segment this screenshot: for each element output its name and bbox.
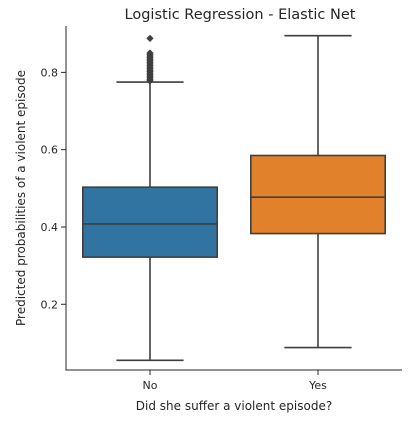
y-tick-label: 0.2 xyxy=(41,298,59,311)
x-tick-label: Yes xyxy=(308,379,327,392)
x-axis-label: Did she suffer a violent episode? xyxy=(136,399,332,413)
box-yes xyxy=(250,34,386,349)
box-no xyxy=(82,34,218,362)
box-body xyxy=(250,154,386,235)
box-body xyxy=(82,186,218,258)
plot-area xyxy=(82,34,386,362)
outlier-point xyxy=(146,34,154,42)
y-axis-ticks: 0.2 0.4 0.6 0.8 xyxy=(41,66,66,311)
x-axis-ticks: No Yes xyxy=(143,370,327,392)
x-tick-label: No xyxy=(143,379,158,392)
y-tick-label: 0.4 xyxy=(41,221,59,234)
outlier-point xyxy=(146,49,154,57)
y-tick-label: 0.8 xyxy=(41,66,59,79)
chart-title: Logistic Regression - Elastic Net xyxy=(125,7,356,23)
y-tick-label: 0.6 xyxy=(41,144,59,157)
y-axis-label: Predicted probabilities of a violent epi… xyxy=(14,70,28,326)
